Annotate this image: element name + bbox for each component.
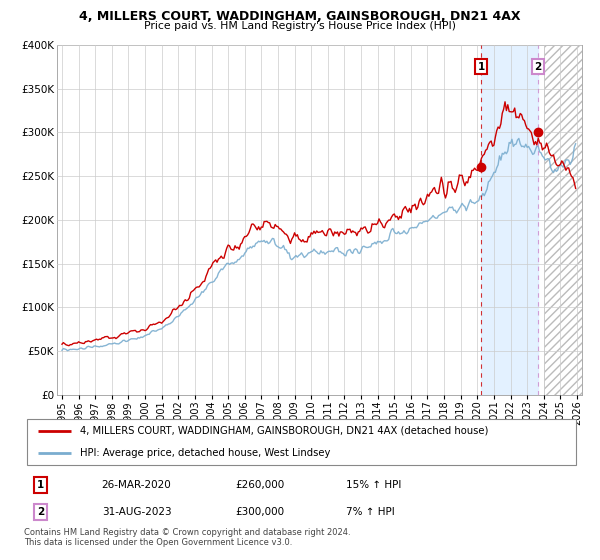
Text: 2: 2 xyxy=(535,62,542,72)
Bar xyxy=(544,45,599,395)
Text: £300,000: £300,000 xyxy=(235,507,284,517)
Bar xyxy=(544,45,599,395)
Text: 15% ↑ HPI: 15% ↑ HPI xyxy=(346,480,401,489)
Text: 2: 2 xyxy=(37,507,44,517)
Text: HPI: Average price, detached house, West Lindsey: HPI: Average price, detached house, West… xyxy=(79,448,330,458)
Text: 4, MILLERS COURT, WADDINGHAM, GAINSBOROUGH, DN21 4AX: 4, MILLERS COURT, WADDINGHAM, GAINSBOROU… xyxy=(79,10,521,23)
Text: 4, MILLERS COURT, WADDINGHAM, GAINSBOROUGH, DN21 4AX (detached house): 4, MILLERS COURT, WADDINGHAM, GAINSBOROU… xyxy=(79,426,488,436)
Bar xyxy=(481,45,538,395)
FancyBboxPatch shape xyxy=(27,419,576,465)
Text: Contains HM Land Registry data © Crown copyright and database right 2024.
This d: Contains HM Land Registry data © Crown c… xyxy=(24,528,350,547)
Text: 1: 1 xyxy=(37,480,44,489)
Text: 1: 1 xyxy=(478,62,485,72)
Text: Price paid vs. HM Land Registry's House Price Index (HPI): Price paid vs. HM Land Registry's House … xyxy=(144,21,456,31)
Text: 7% ↑ HPI: 7% ↑ HPI xyxy=(346,507,395,517)
Text: 26-MAR-2020: 26-MAR-2020 xyxy=(102,480,172,489)
Text: 31-AUG-2023: 31-AUG-2023 xyxy=(102,507,172,517)
Text: £260,000: £260,000 xyxy=(235,480,284,489)
